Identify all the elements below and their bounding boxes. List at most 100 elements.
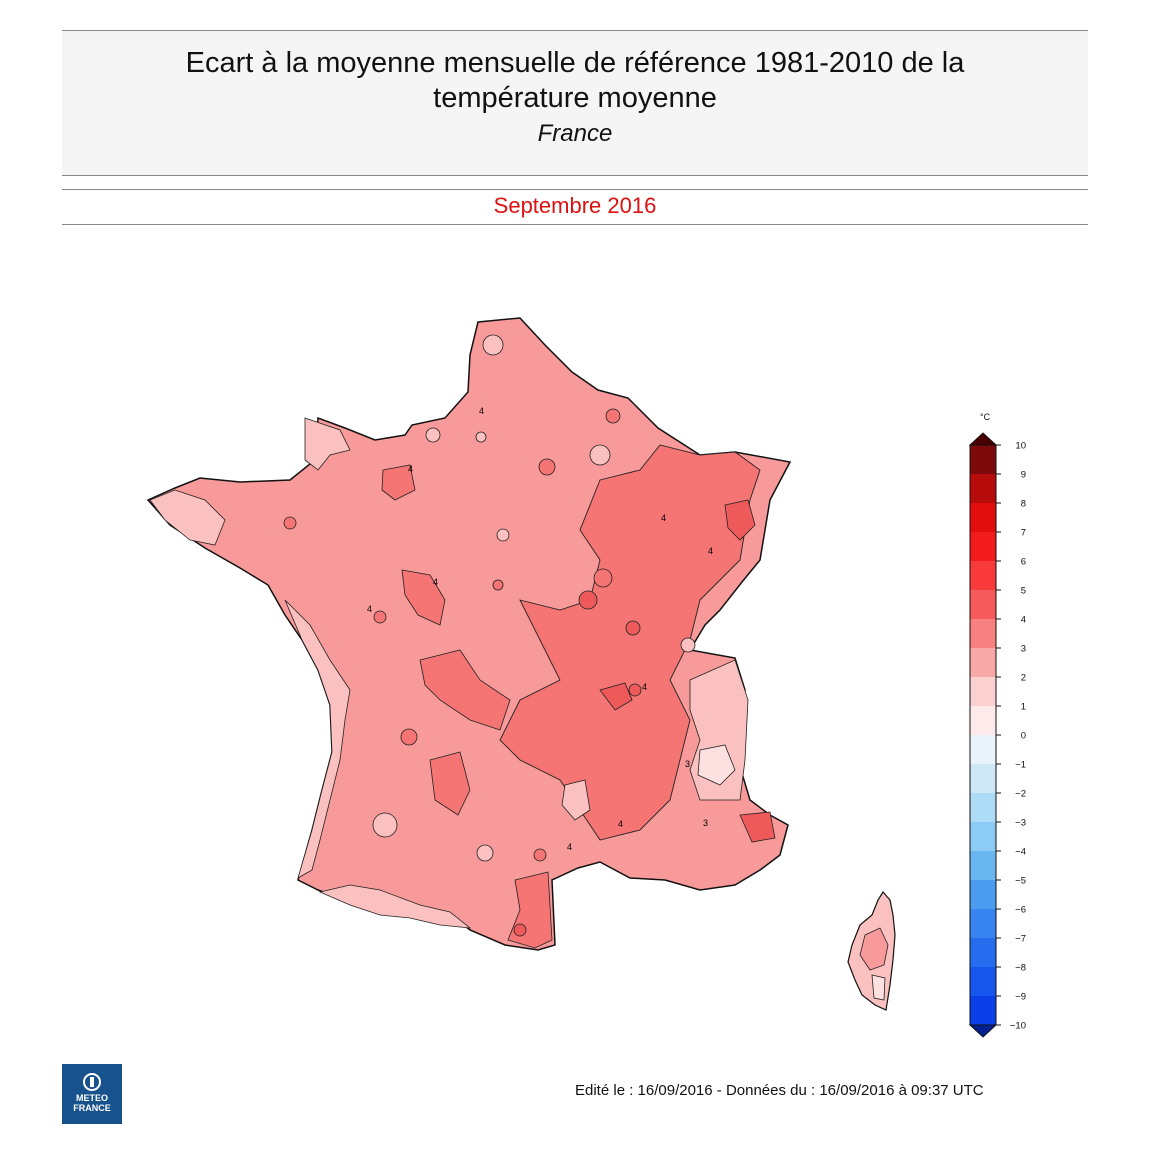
- legend-swatch: [970, 880, 996, 910]
- legend-tick-label: −4: [1015, 847, 1026, 858]
- legend-tick-label: 1: [1021, 702, 1026, 713]
- legend-unit-label: °C: [980, 412, 991, 422]
- meteo-france-logo: METEO FRANCE: [62, 1064, 122, 1124]
- legend-swatch: [970, 764, 996, 794]
- legend-cap-bottom: [968, 1024, 998, 1038]
- zone-alsace-hot: [724, 499, 756, 541]
- contour-label: 3: [685, 759, 690, 769]
- spot: [475, 431, 487, 443]
- legend-tick-label: −6: [1015, 905, 1026, 916]
- legend-tick-label: −8: [1015, 963, 1026, 974]
- zone-lyon-hot: [599, 682, 633, 711]
- spot: [533, 848, 547, 862]
- legend-tick-label: 3: [1021, 644, 1026, 655]
- period-label: Septembre 2016: [493, 193, 657, 218]
- zone-provence-hot: [739, 811, 776, 843]
- spot: [578, 590, 598, 610]
- zone-cevennes-cool: [561, 779, 591, 821]
- zone-brittany-west-cool: [149, 489, 226, 546]
- legend-tick-label: 2: [1021, 673, 1026, 684]
- contour-label: 4: [367, 604, 372, 614]
- spot: [283, 516, 297, 530]
- spot: [625, 620, 641, 636]
- spot: [373, 610, 387, 624]
- contour-label: 4: [433, 577, 438, 587]
- legend-tick-label: −5: [1015, 876, 1026, 887]
- legend-swatch: [970, 503, 996, 533]
- legend-tick-label: 5: [1021, 586, 1026, 597]
- legend-swatch: [970, 648, 996, 678]
- legend-swatch: [970, 822, 996, 852]
- legend-tick-label: 6: [1021, 557, 1026, 568]
- legend-cap-top: [968, 432, 998, 446]
- legend-tick-label: −1: [1015, 760, 1026, 771]
- legend-swatch: [970, 909, 996, 939]
- spot: [425, 427, 441, 443]
- legend-swatch: [970, 735, 996, 765]
- legend-swatch: [970, 851, 996, 881]
- legend-swatch: [970, 561, 996, 591]
- contour-label: 4: [618, 819, 623, 829]
- contour-label: 4: [479, 406, 484, 416]
- title-panel: Ecart à la moyenne mensuelle de référenc…: [62, 30, 1088, 176]
- spot: [400, 728, 418, 746]
- spot: [628, 683, 642, 697]
- legend-swatches: [970, 445, 996, 1026]
- meteo-france-mark-icon: [83, 1073, 101, 1091]
- contour-label: 4: [642, 682, 647, 692]
- zone-centre-east-warm: [499, 444, 761, 841]
- legend-tick-label: 7: [1021, 528, 1026, 539]
- spot: [605, 408, 621, 424]
- spot: [476, 844, 494, 862]
- legend-tick-label: −2: [1015, 789, 1026, 800]
- contour-label: 4: [661, 513, 666, 523]
- spot: [538, 458, 556, 476]
- edit-date-footer: Edité le : 16/09/2016 - Données du : 16/…: [575, 1082, 984, 1099]
- legend-tick-label: 4: [1021, 615, 1026, 626]
- legend-tick-label: −10: [1010, 1021, 1026, 1032]
- corsica-cool-zone: [871, 974, 886, 1001]
- zone-pyrenees-cool: [318, 884, 472, 929]
- spot: [492, 579, 504, 591]
- title-line-2: température moyenne: [433, 82, 717, 114]
- contour-label: 3: [703, 818, 708, 828]
- spot: [496, 528, 510, 542]
- zone-atlantic-coast-cool: [284, 599, 351, 879]
- legend-swatch: [970, 590, 996, 620]
- legend-tick-label: −7: [1015, 934, 1026, 945]
- legend-swatch: [970, 996, 996, 1026]
- legend-tick-label: −9: [1015, 992, 1026, 1003]
- legend-tick-label: 10: [1015, 441, 1026, 452]
- legend-tick-label: 8: [1021, 499, 1026, 510]
- legend-tick-label: 9: [1021, 470, 1026, 481]
- spot: [589, 444, 611, 466]
- legend-swatch: [970, 938, 996, 968]
- legend-swatch: [970, 532, 996, 562]
- period-panel: Septembre 2016: [62, 189, 1088, 225]
- legend-swatch: [970, 793, 996, 823]
- zone-paris-west-warm: [401, 569, 446, 626]
- contour-label: 4: [567, 842, 572, 852]
- legend-tick-label: −3: [1015, 818, 1026, 829]
- zone-alps-cold: [697, 744, 736, 786]
- spot: [482, 334, 504, 356]
- spot: [593, 568, 613, 588]
- spot: [513, 923, 527, 937]
- legend-tick-label: 0: [1021, 731, 1026, 742]
- contour-label: 4: [708, 546, 713, 556]
- zone-brittany-coast-cool: [304, 417, 351, 471]
- legend-swatch: [970, 474, 996, 504]
- contour-label: 4: [408, 464, 413, 474]
- logo-line-2: FRANCE: [73, 1103, 111, 1113]
- spot: [680, 637, 696, 653]
- legend-swatch: [970, 967, 996, 997]
- title-line-1: Ecart à la moyenne mensuelle de référenc…: [185, 47, 965, 79]
- zone-centre-west-warm: [419, 649, 511, 731]
- zone-limousin-warm: [429, 751, 471, 816]
- corsica-warm-zone: [859, 927, 889, 971]
- legend-swatch: [970, 445, 996, 475]
- spot: [372, 812, 398, 838]
